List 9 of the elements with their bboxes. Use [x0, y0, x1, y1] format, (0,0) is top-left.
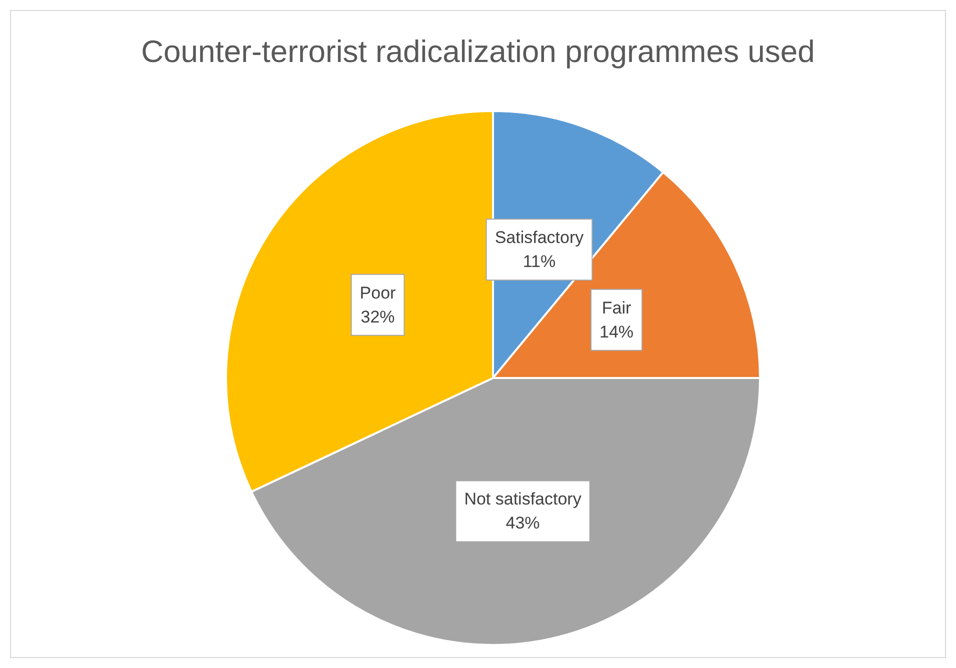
slice-label: Fair — [602, 298, 632, 318]
slice-label: Not satisfactory — [464, 490, 582, 509]
slice-label: Poor — [360, 283, 396, 302]
data-label: 11% — [522, 252, 556, 272]
data-label: 43% — [506, 514, 540, 533]
data-label: 14% — [599, 322, 634, 342]
chart-title: Counter-terrorist radicalization programmes used — [141, 34, 815, 69]
slice-label: Satisfactory — [494, 228, 584, 248]
data-label: 32% — [360, 307, 395, 326]
